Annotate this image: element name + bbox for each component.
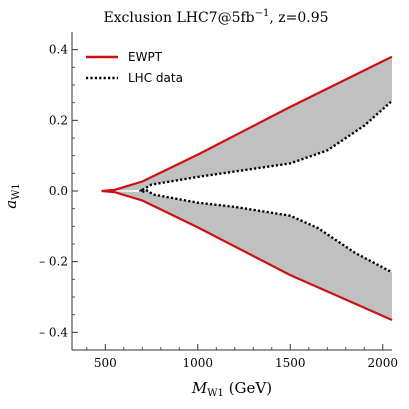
plot-area bbox=[101, 55, 393, 322]
ewpt-upper-line bbox=[101, 55, 393, 193]
x-tick-label: 500 bbox=[94, 356, 117, 370]
y-axis-symbol: a bbox=[2, 200, 20, 209]
legend-label-lhc-data: LHC data bbox=[128, 71, 183, 85]
ewpt-lower-line bbox=[101, 189, 393, 322]
chart-title-sup: −1 bbox=[255, 8, 270, 19]
x-axis-unit: (GeV) bbox=[224, 379, 272, 397]
y-axis-sub: W1 bbox=[11, 183, 22, 200]
legend: EWPT LHC data bbox=[86, 50, 183, 85]
lhc-data-lower-line bbox=[141, 188, 393, 274]
y-axis-title: aW1 bbox=[2, 183, 22, 209]
y-tick-label: 0.2 bbox=[49, 113, 68, 127]
y-tick-label: 0.4 bbox=[49, 43, 68, 57]
x-axis-symbol: M bbox=[191, 379, 208, 397]
x-tick-label: 1500 bbox=[275, 356, 306, 370]
chart-title: Exclusion LHC7@5fb−1, z=0.95 bbox=[103, 8, 328, 26]
x-tick-label: 1000 bbox=[183, 356, 214, 370]
axes: 500 1000 1500 2000 0.4 0.2 0.0 – 0.2 – 0.4 bbox=[39, 32, 398, 370]
x-tick-label: 2000 bbox=[367, 356, 398, 370]
x-axis-sub: W1 bbox=[207, 388, 224, 399]
chart-title-main: Exclusion LHC7@5fb bbox=[103, 10, 254, 26]
upper-excluded-region bbox=[101, 56, 392, 192]
lhc-data-upper-line bbox=[141, 100, 393, 191]
y-tick-label: – 0.2 bbox=[39, 255, 68, 269]
legend-label-ewpt: EWPT bbox=[128, 50, 163, 64]
lhc-data-start-cap-line bbox=[139, 188, 143, 194]
y-tick-label: – 0.4 bbox=[39, 325, 68, 339]
chart-title-tail: , z=0.95 bbox=[269, 10, 328, 26]
x-axis-title: MW1 (GeV) bbox=[191, 379, 272, 399]
y-tick-label: 0.0 bbox=[49, 184, 68, 198]
